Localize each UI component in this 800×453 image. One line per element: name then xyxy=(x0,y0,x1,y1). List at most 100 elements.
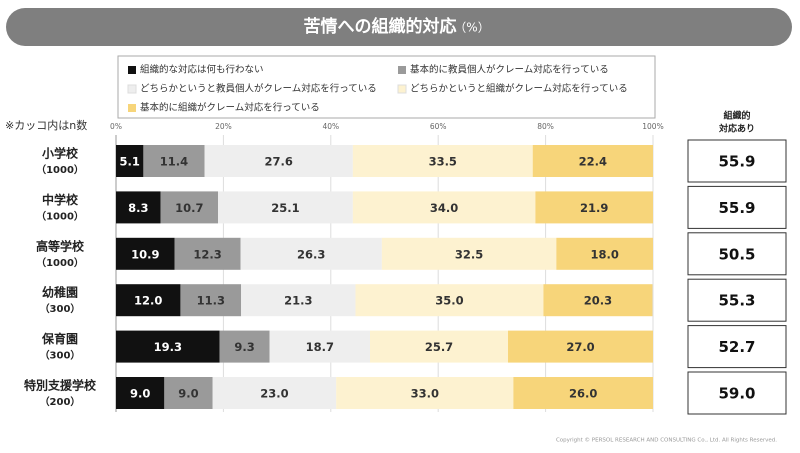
value-label: 9.3 xyxy=(234,340,254,354)
bar-segment xyxy=(174,237,241,270)
x-tick-label: 60% xyxy=(430,122,447,131)
category-note: （1000） xyxy=(36,209,84,222)
value-label: 22.4 xyxy=(579,155,607,169)
bar-segment xyxy=(352,145,533,177)
value-label: 32.5 xyxy=(455,247,483,261)
value-label: 21.3 xyxy=(284,294,312,308)
bar-segment xyxy=(543,284,653,317)
x-tick-label: 40% xyxy=(322,122,339,131)
category-label: 幼稚園 xyxy=(42,285,78,300)
chart-title: 苦情への組織的対応 xyxy=(304,16,457,37)
value-label: 27.6 xyxy=(265,155,293,169)
total-box xyxy=(687,371,787,415)
value-label: 26.3 xyxy=(297,247,325,261)
total-label: 59.0 xyxy=(718,385,755,403)
category-label: 中学校 xyxy=(42,192,79,207)
legend-swatch xyxy=(128,104,136,112)
legend-label: 組織的な対応は何も行わない xyxy=(140,64,264,76)
value-label: 18.0 xyxy=(590,247,618,261)
bar-segment xyxy=(219,330,270,363)
legend-swatch xyxy=(127,84,137,94)
value-label: 33.5 xyxy=(429,155,457,169)
value-label: 25.1 xyxy=(271,201,299,215)
bar-segment xyxy=(116,284,181,317)
bar-segment xyxy=(381,237,557,270)
category-note: （300） xyxy=(40,302,81,315)
category-label: 特別支援学校 xyxy=(24,378,97,393)
legend-box xyxy=(117,55,656,119)
total-label: 55.3 xyxy=(718,292,755,310)
bar-segment xyxy=(116,145,144,177)
bar-segment xyxy=(352,191,536,224)
bar-segment xyxy=(164,377,213,409)
legend-swatch xyxy=(397,84,407,94)
legend-label: 基本的に教員個人がクレーム対応を行っている xyxy=(410,64,609,76)
value-label: 20.3 xyxy=(584,294,612,308)
bar-segment xyxy=(204,145,353,177)
category-label: 小学校 xyxy=(42,146,79,161)
value-label: 33.0 xyxy=(411,387,439,401)
category-label: 保育園 xyxy=(41,331,78,346)
total-box xyxy=(687,139,787,183)
value-label: 9.0 xyxy=(178,387,198,401)
value-label: 10.7 xyxy=(175,201,203,215)
bar-segment xyxy=(212,377,337,409)
bar-segment xyxy=(160,191,219,224)
x-tick-label: 0% xyxy=(110,122,122,131)
category-note: （300） xyxy=(40,349,81,362)
title-bar xyxy=(6,8,792,46)
title-unit: （%） xyxy=(454,21,489,35)
bar-segment xyxy=(508,330,653,363)
note: ※カッコ内はn数 xyxy=(5,118,87,132)
bar-segment xyxy=(116,330,220,363)
bar-segment xyxy=(143,145,205,177)
value-label: 12.3 xyxy=(193,247,221,261)
legend-swatch xyxy=(128,66,136,74)
value-label: 11.4 xyxy=(160,155,188,169)
total-box xyxy=(687,325,787,369)
value-label: 8.3 xyxy=(128,201,148,215)
total-box xyxy=(687,278,787,322)
bar-segment xyxy=(336,377,514,409)
value-label: 19.3 xyxy=(154,340,182,354)
bar-segment xyxy=(241,284,356,317)
copyright: Copyright © PERSOL RESEARCH AND CONSULTI… xyxy=(556,437,777,444)
bar-segment xyxy=(218,191,353,224)
value-label: 18.7 xyxy=(306,340,334,354)
legend-label: どちらかというと教員個人がクレーム対応を行っている xyxy=(140,83,377,95)
x-tick-label: 20% xyxy=(215,122,232,131)
category-note: （1000） xyxy=(36,163,84,176)
category-note: （1000） xyxy=(36,256,84,269)
bar-segment xyxy=(116,191,161,224)
total-header: 組織的 xyxy=(723,110,750,122)
total-box xyxy=(687,185,787,229)
legend-swatch xyxy=(398,66,406,74)
value-label: 5.1 xyxy=(120,155,140,169)
total-label: 55.9 xyxy=(718,199,755,217)
x-tick-label: 100% xyxy=(642,122,663,131)
total-label: 52.7 xyxy=(718,338,755,356)
bar-segment xyxy=(116,237,175,270)
value-label: 26.0 xyxy=(569,387,597,401)
value-label: 25.7 xyxy=(425,340,453,354)
value-label: 11.3 xyxy=(197,294,225,308)
bar-segment xyxy=(180,284,242,317)
bar-segment xyxy=(355,284,544,317)
bar-segment xyxy=(535,191,653,224)
category-note: （200） xyxy=(40,395,81,408)
total-label: 55.9 xyxy=(718,153,755,171)
bar-segment xyxy=(532,145,653,177)
total-box xyxy=(687,232,787,276)
bar-segment xyxy=(240,237,382,270)
value-label: 21.9 xyxy=(580,201,608,215)
value-label: 34.0 xyxy=(430,201,458,215)
bar-segment xyxy=(269,330,371,363)
value-label: 10.9 xyxy=(131,247,159,261)
legend-label: 基本的に組織がクレーム対応を行っている xyxy=(140,102,320,114)
value-label: 23.0 xyxy=(260,387,288,401)
total-header: 対応あり xyxy=(718,123,755,135)
total-label: 50.5 xyxy=(718,245,755,263)
x-tick-label: 80% xyxy=(537,122,554,131)
bar-segment xyxy=(370,330,509,363)
